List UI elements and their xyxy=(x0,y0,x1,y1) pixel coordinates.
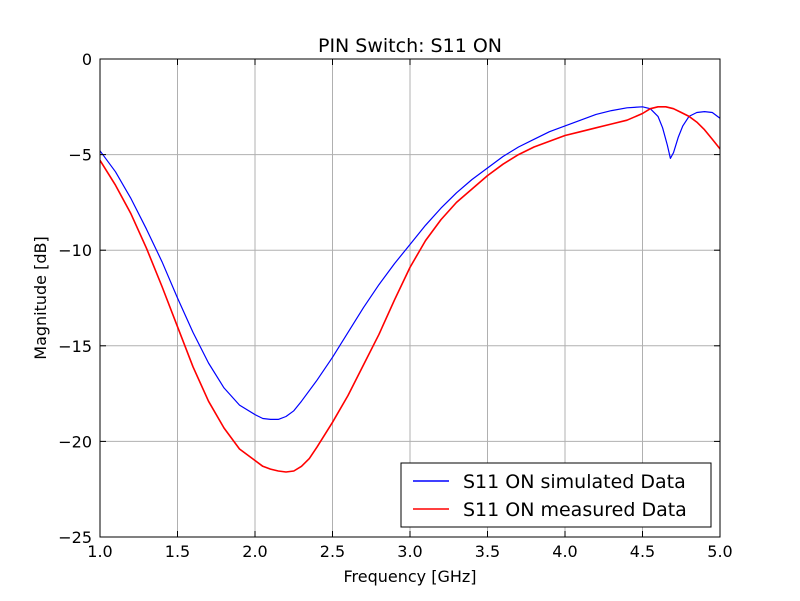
x-tick-label: 3.0 xyxy=(397,542,422,561)
legend: S11 ON simulated Data S11 ON measured Dat… xyxy=(400,462,712,528)
series-measured-line xyxy=(100,106,720,473)
x-tick-label: 4.0 xyxy=(552,542,577,561)
series-simulated-line xyxy=(100,106,720,420)
x-tick-label: 2.0 xyxy=(242,542,267,561)
legend-label: S11 ON measured Data xyxy=(463,499,687,521)
y-axis-label: Magnitude [dB] xyxy=(31,236,50,359)
y-tick-label: 0 xyxy=(82,50,92,69)
legend-label: S11 ON simulated Data xyxy=(463,471,686,493)
y-tick-label: −25 xyxy=(58,528,92,547)
y-tick-label: −5 xyxy=(68,146,92,165)
x-tick-label: 2.5 xyxy=(320,542,345,561)
chart-title: PIN Switch: S11 ON xyxy=(318,35,502,57)
ticks: 1.0 1.5 2.0 2.5 3.0 3.5 4.0 4.5 5.0 0 −5 −10 −15 −20 −… xyxy=(58,50,732,561)
x-tick-label: 5.0 xyxy=(707,542,732,561)
x-tick-label: 1.0 xyxy=(87,542,112,561)
y-tick-label: −15 xyxy=(58,337,92,356)
x-tick-label: 1.5 xyxy=(165,542,190,561)
y-tick-label: −10 xyxy=(58,241,92,260)
x-tick-label: 3.5 xyxy=(475,542,500,561)
x-tick-label: 4.5 xyxy=(630,542,655,561)
x-axis-label: Frequency [GHz] xyxy=(343,567,476,586)
legend-box xyxy=(400,462,712,528)
y-tick-label: −20 xyxy=(58,432,92,451)
series-layer xyxy=(100,106,720,473)
